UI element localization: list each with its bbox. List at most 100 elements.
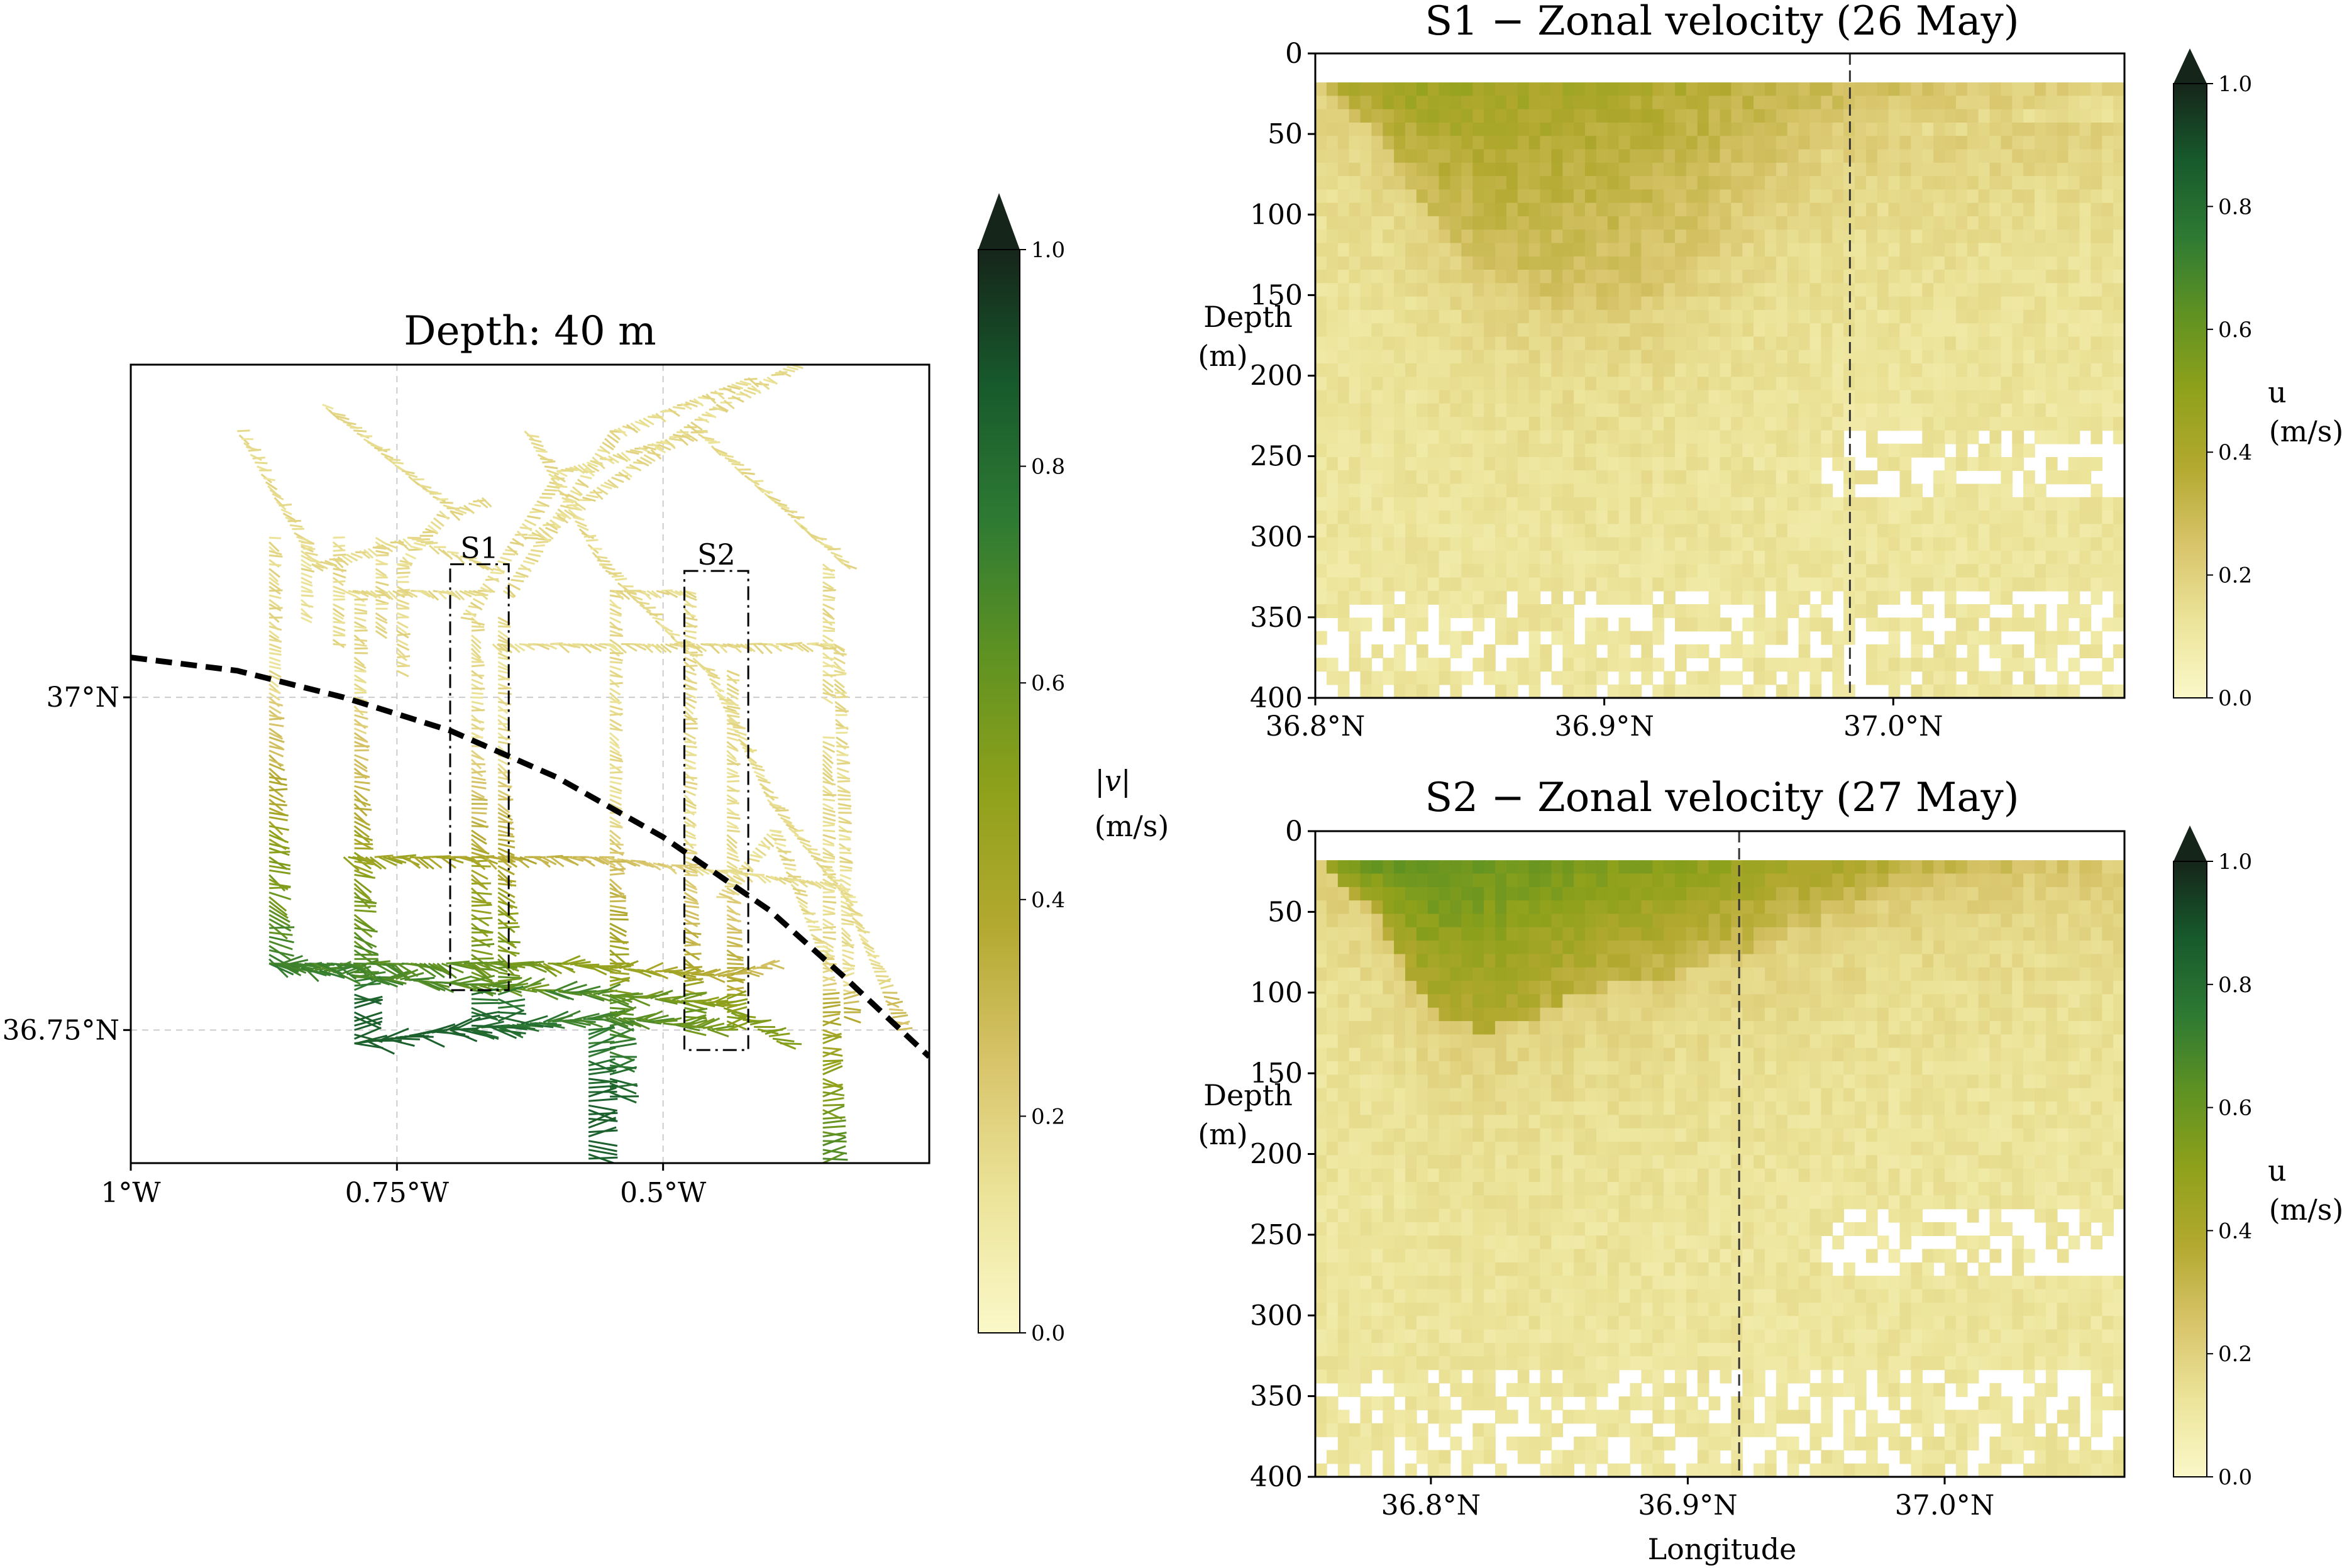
velocity-vector	[460, 616, 475, 621]
velocity-cell	[1585, 256, 1597, 270]
velocity-cell	[1562, 189, 1574, 204]
velocity-cell	[1832, 644, 1844, 658]
velocity-vector	[333, 643, 346, 646]
velocity-cell	[1945, 323, 1957, 338]
velocity-cell	[1776, 216, 1788, 230]
velocity-cell	[1574, 390, 1586, 404]
velocity-cell	[1349, 590, 1361, 605]
velocity-cell	[1708, 149, 1721, 163]
velocity-cell	[1967, 617, 1979, 632]
velocity-cell	[2001, 684, 2013, 698]
velocity-cell	[1506, 497, 1518, 511]
velocity-cell	[2023, 403, 2035, 417]
velocity-cell	[1641, 202, 1654, 217]
velocity-vector	[822, 568, 836, 572]
velocity-cell	[1349, 229, 1361, 244]
velocity-cell	[1506, 550, 1518, 565]
velocity-cell	[1989, 524, 2002, 538]
velocity-cell	[1450, 443, 1462, 458]
velocity-cell	[1416, 243, 1428, 257]
velocity-cell	[1641, 336, 1654, 351]
velocity-vector	[822, 891, 835, 894]
velocity-cell	[1360, 176, 1373, 190]
velocity-cell	[1349, 497, 1361, 511]
velocity-cell	[1427, 96, 1440, 110]
velocity-vector	[609, 665, 622, 671]
velocity-cell	[1787, 162, 1799, 177]
velocity-vector	[822, 589, 836, 592]
velocity-cell	[1664, 336, 1676, 351]
velocity-cell	[2012, 283, 2024, 297]
velocity-cell	[1978, 550, 1991, 565]
velocity-cell	[1933, 577, 1945, 592]
velocity-vector	[771, 643, 783, 652]
velocity-cell	[1945, 109, 1957, 123]
velocity-cell	[1618, 644, 1631, 658]
velocity-cell	[1394, 537, 1406, 551]
velocity-cell	[1686, 417, 1698, 431]
velocity-cell	[1472, 417, 1484, 431]
velocity-cell	[1865, 336, 1878, 351]
velocity-cell	[1551, 443, 1564, 458]
velocity-cell	[2001, 671, 2013, 685]
velocity-vector	[726, 998, 748, 1005]
velocity-cell	[2012, 684, 2024, 698]
velocity-vector	[497, 998, 526, 1005]
velocity-cell	[1787, 350, 1799, 364]
velocity-vector	[765, 795, 779, 799]
velocity-cell	[1731, 296, 1743, 311]
velocity-vector	[609, 652, 624, 654]
velocity-vector	[433, 517, 445, 527]
velocity-vector	[836, 762, 851, 765]
velocity-vector	[502, 553, 516, 556]
velocity-cell	[1383, 497, 1395, 511]
velocity-vector	[839, 856, 853, 863]
velocity-cell	[2023, 336, 2035, 351]
velocity-cell	[1607, 176, 1620, 190]
velocity-cell	[1383, 658, 1395, 672]
velocity-cell	[1349, 96, 1361, 110]
velocity-cell	[1877, 136, 1889, 150]
velocity-cell	[1765, 323, 1777, 338]
velocity-vector	[771, 833, 784, 837]
velocity-cell	[1720, 671, 1732, 685]
velocity-cell	[1809, 176, 1822, 190]
velocity-cell	[1664, 417, 1676, 431]
velocity-cell	[1630, 457, 1642, 472]
velocity-vector	[650, 990, 673, 1000]
velocity-vector	[454, 508, 467, 514]
velocity-cell	[1416, 511, 1428, 525]
velocity-cell	[1675, 644, 1687, 658]
velocity-cell	[1349, 577, 1361, 592]
velocity-cell	[2012, 644, 2024, 658]
velocity-cell	[1405, 457, 1417, 472]
velocity-cell	[1686, 537, 1698, 551]
velocity-vector	[588, 1126, 617, 1138]
velocity-cell	[1607, 577, 1620, 592]
velocity-vector	[788, 875, 802, 878]
velocity-cell	[1630, 162, 1642, 177]
velocity-cell	[1630, 123, 1642, 137]
velocity-cell	[1865, 243, 1878, 257]
velocity-cell	[1809, 216, 1822, 230]
velocity-cell	[1989, 243, 2002, 257]
velocity-cell	[1551, 96, 1564, 110]
velocity-vector	[616, 643, 627, 654]
velocity-vector	[268, 922, 288, 940]
velocity-cell	[1517, 511, 1530, 525]
velocity-cell	[1495, 202, 1507, 217]
velocity-cell	[2023, 96, 2035, 110]
velocity-cell	[1877, 457, 1889, 472]
velocity-cell	[1315, 336, 1327, 351]
velocity-cell	[1989, 483, 2002, 498]
velocity-cell	[1888, 176, 1901, 190]
velocity-cell	[1945, 577, 1957, 592]
velocity-cell	[1607, 443, 1620, 458]
velocity-cell	[1967, 136, 1979, 150]
velocity-cell	[1967, 123, 1979, 137]
velocity-cell	[1517, 617, 1530, 632]
velocity-cell	[1439, 136, 1451, 150]
velocity-vector	[498, 1004, 525, 1009]
velocity-vector	[396, 661, 409, 668]
velocity-cell	[1809, 403, 1822, 417]
